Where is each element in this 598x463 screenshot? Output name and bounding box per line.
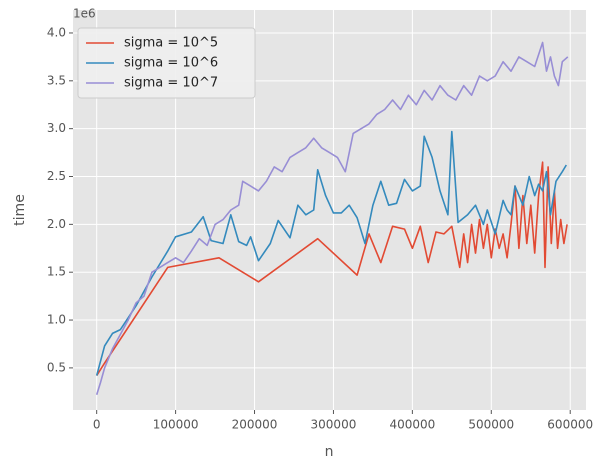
ticks: 0 100000 200000 300000 400000 500000 600000 0.5… — [47, 25, 593, 431]
y-offset-text: 1e6 — [73, 7, 96, 21]
y-tick-label: 3.0 — [47, 121, 66, 135]
y-tick-label: 4.0 — [47, 25, 66, 39]
series-line — [96, 161, 568, 377]
series-line — [95, 41, 569, 395]
x-tick-label: 600000 — [547, 418, 593, 432]
x-tick-label: 400000 — [389, 418, 435, 432]
y-tick-label: 3.5 — [47, 73, 66, 87]
x-tick-label: 100000 — [153, 418, 199, 432]
y-tick-label: 1.5 — [47, 265, 66, 279]
series-line — [95, 130, 567, 376]
x-tick-label: 0 — [93, 418, 101, 432]
legend-box — [77, 27, 256, 99]
y-tick-label: 2.5 — [47, 169, 66, 183]
legend-label: sigma = 10^6 — [124, 56, 218, 71]
y-tick-label: 1.0 — [47, 313, 66, 327]
lines — [95, 41, 569, 395]
y-axis-label: time — [12, 194, 28, 226]
x-tick-label: 300000 — [311, 418, 357, 432]
legend: sigma = 10^5 sigma = 10^6 sigma = 10^7 — [77, 27, 256, 99]
y-tick-label: 2.0 — [47, 217, 66, 231]
legend-label: sigma = 10^5 — [124, 36, 218, 51]
x-axis-label: n — [325, 444, 334, 460]
x-tick-label: 200000 — [232, 418, 278, 432]
legend-label: sigma = 10^7 — [124, 76, 218, 91]
x-tick-label: 500000 — [468, 418, 514, 432]
y-tick-label: 0.5 — [47, 360, 66, 374]
